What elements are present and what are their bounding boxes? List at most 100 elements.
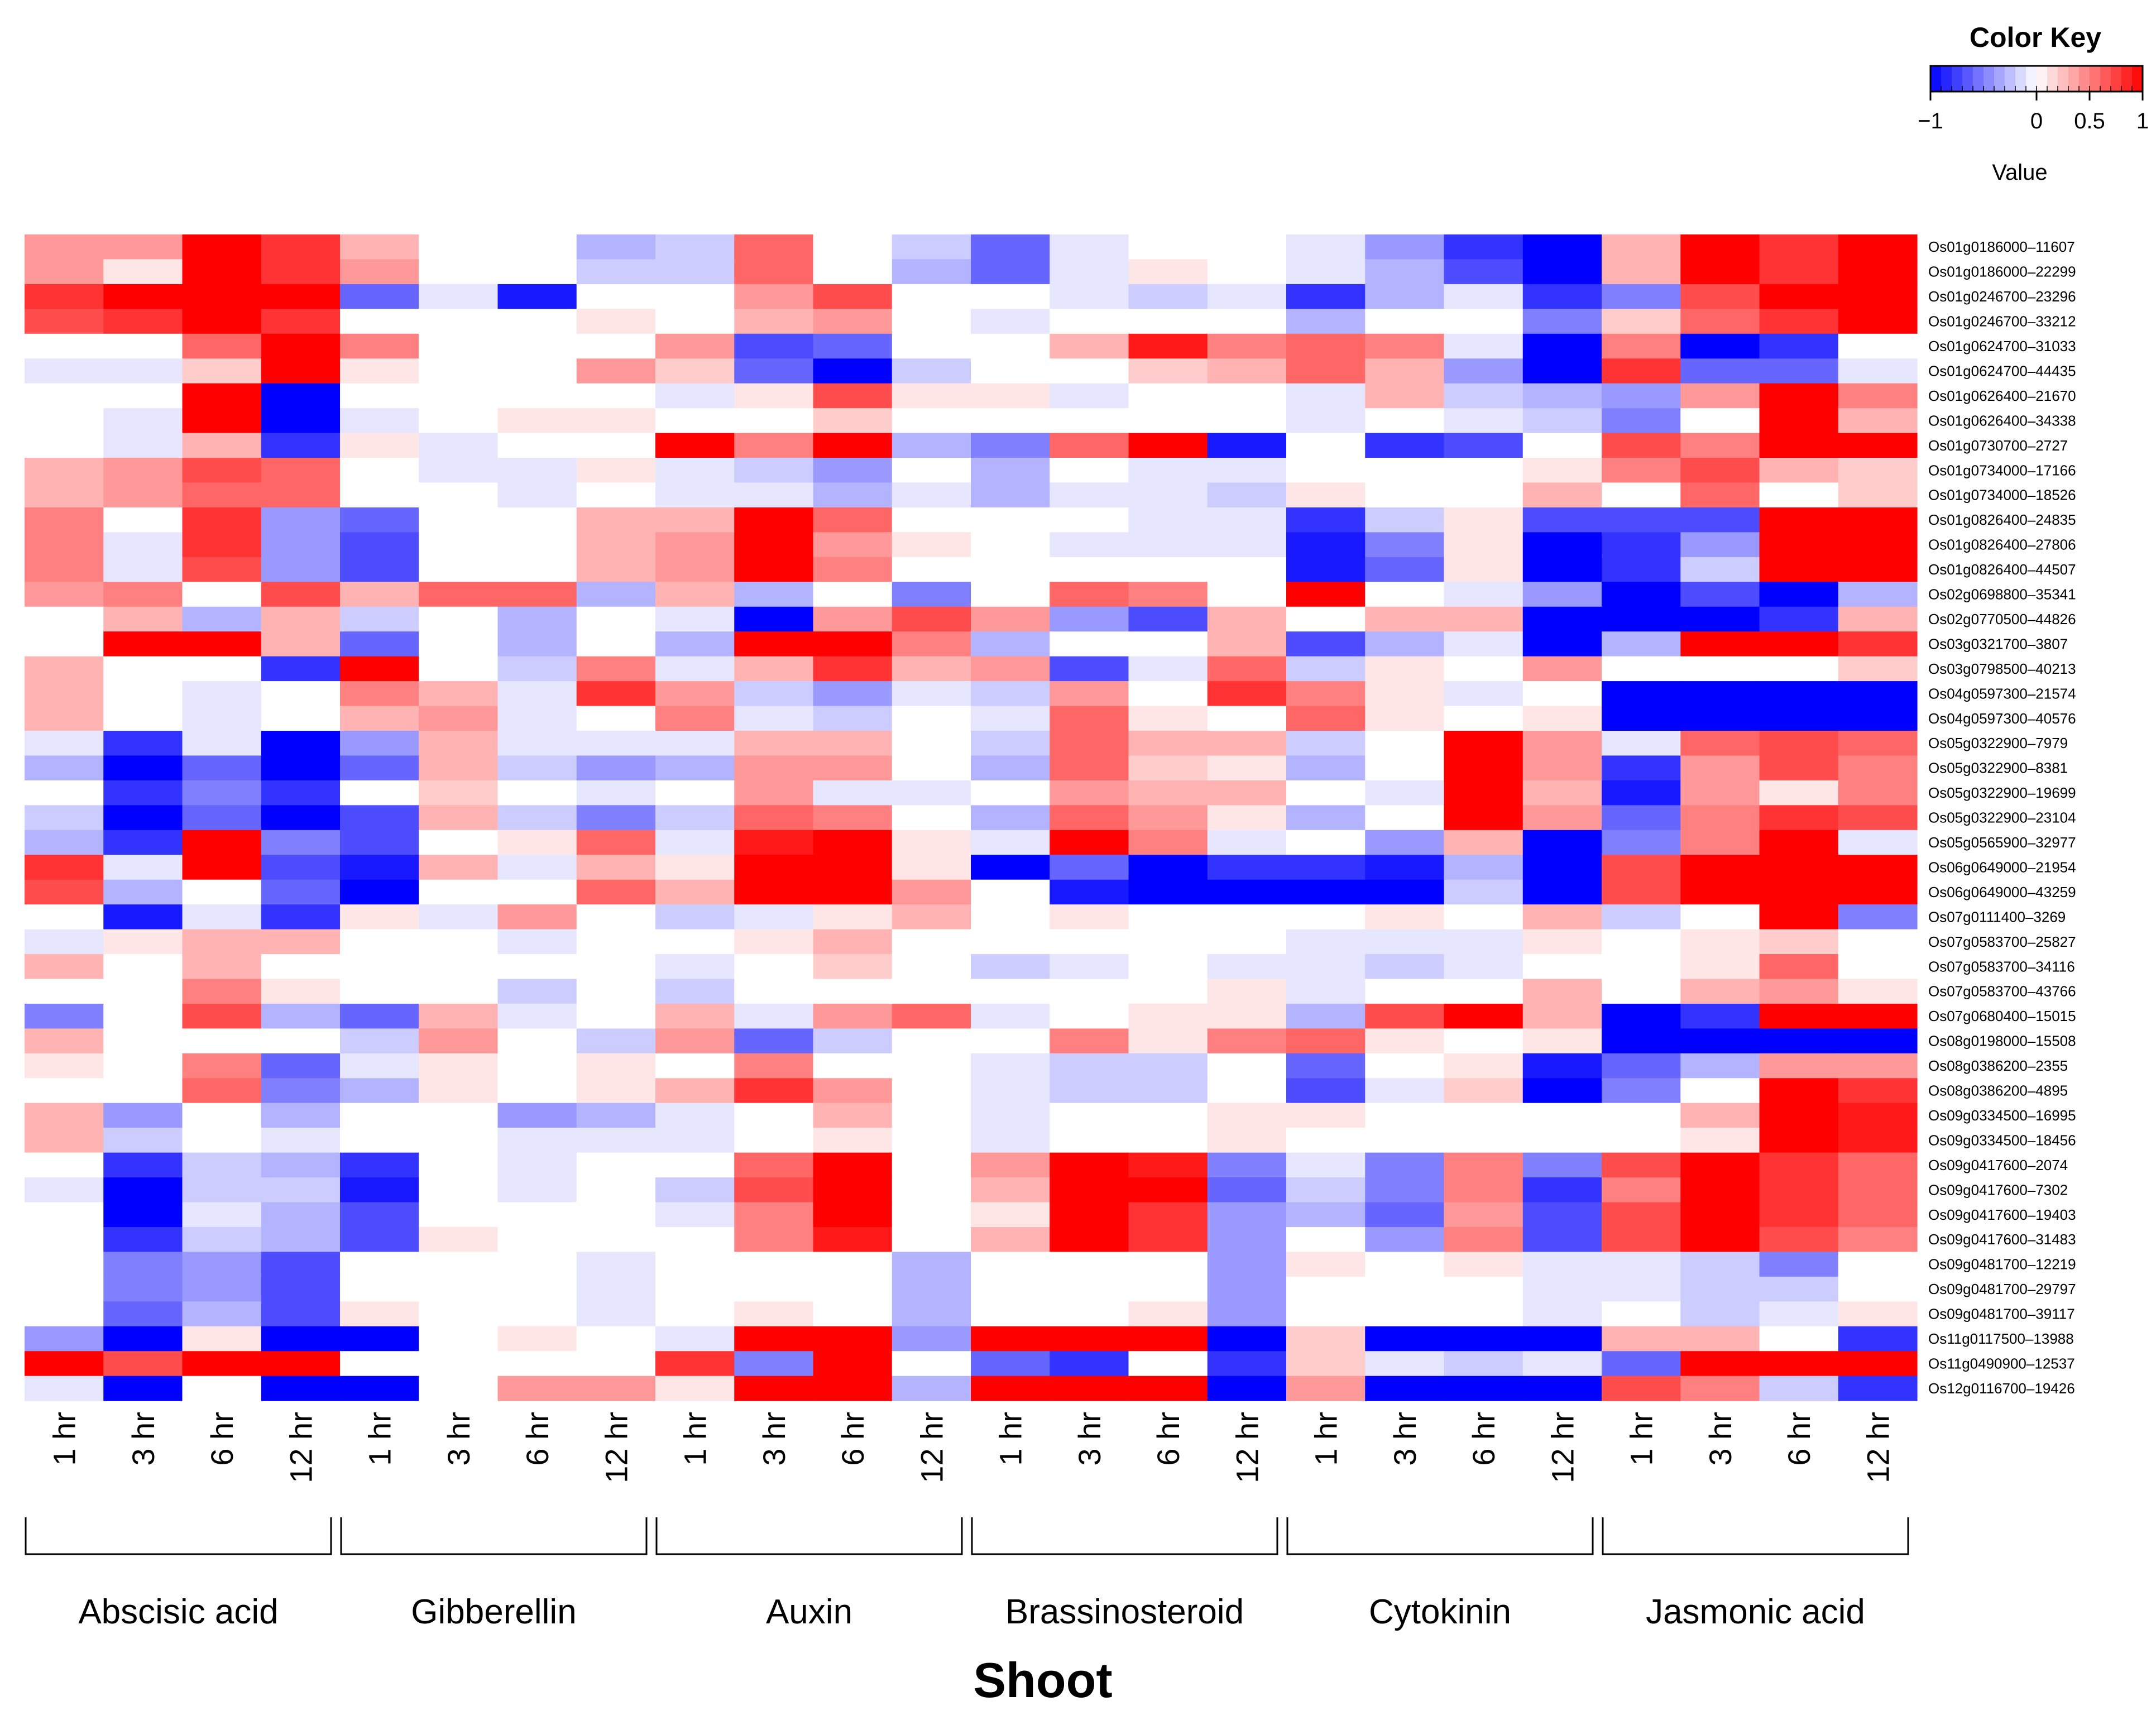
heatmap-cell xyxy=(576,358,656,384)
heatmap-cell xyxy=(971,1177,1050,1203)
row-label: Os01g0826400–44507 xyxy=(1928,561,2076,578)
heatmap-cell xyxy=(892,582,971,607)
heatmap-cell xyxy=(103,482,183,508)
row-label: Os01g0246700–23296 xyxy=(1928,288,2076,305)
heatmap-cell xyxy=(103,1053,183,1079)
heatmap-cell xyxy=(1759,606,1839,632)
column-label: 12 hr xyxy=(1860,1412,1895,1483)
heatmap-cell xyxy=(655,482,735,508)
heatmap-cell xyxy=(340,1003,419,1029)
heatmap-cell xyxy=(103,458,183,483)
heatmap-cell xyxy=(25,1351,104,1377)
heatmap-cell xyxy=(1759,929,1839,955)
heatmap-cell xyxy=(655,731,735,756)
heatmap-cell xyxy=(1128,731,1208,756)
heatmap-cell xyxy=(1838,904,1918,930)
row-label: Os04g0597300–40576 xyxy=(1928,710,2076,727)
heatmap-cell xyxy=(734,681,814,707)
color-key-swatch xyxy=(2111,66,2122,92)
heatmap-cell xyxy=(1365,1376,1445,1401)
heatmap-cell xyxy=(655,1227,735,1253)
heatmap-cell xyxy=(419,755,499,781)
heatmap-cell xyxy=(497,1202,577,1228)
heatmap-cell xyxy=(25,780,104,806)
color-key-swatch xyxy=(2005,66,2016,92)
color-key-tick-label: 0.5 xyxy=(2074,109,2105,133)
heatmap-cell xyxy=(25,358,104,384)
heatmap-cell xyxy=(1286,755,1366,781)
heatmap-cell xyxy=(497,1376,577,1401)
heatmap-cell xyxy=(813,929,893,955)
color-key-swatch xyxy=(2079,66,2090,92)
heatmap-cell xyxy=(971,954,1050,980)
heatmap-cell xyxy=(1365,954,1445,980)
column-label: 1 hr xyxy=(1624,1412,1659,1466)
heatmap-cell xyxy=(576,830,656,855)
heatmap-cell xyxy=(1050,1301,1129,1327)
heatmap-cell xyxy=(182,1003,262,1029)
heatmap-cell xyxy=(1444,234,1523,260)
heatmap-cell xyxy=(734,954,814,980)
heatmap-cell xyxy=(1207,582,1287,607)
heatmap-cell xyxy=(1207,1276,1287,1302)
heatmap-cell xyxy=(1050,259,1129,285)
heatmap-cell xyxy=(734,1003,814,1029)
heatmap-cell xyxy=(1522,309,1602,334)
heatmap-cell xyxy=(103,1078,183,1104)
heatmap-cell xyxy=(340,1227,419,1253)
heatmap-cell xyxy=(813,582,893,607)
heatmap-cell xyxy=(340,1301,419,1327)
heatmap-cell xyxy=(1759,557,1839,582)
row-label: Os01g0624700–31033 xyxy=(1928,338,2076,354)
heatmap-cell xyxy=(1128,458,1208,483)
heatmap-cell xyxy=(1286,1351,1366,1377)
heatmap-cell xyxy=(1207,1301,1287,1327)
heatmap-cell xyxy=(340,408,419,434)
heatmap-cell xyxy=(1128,1326,1208,1352)
heatmap-cell xyxy=(576,631,656,657)
heatmap-cell xyxy=(734,1202,814,1228)
heatmap-cell xyxy=(1207,284,1287,309)
heatmap-cell xyxy=(1128,1376,1208,1401)
heatmap-cell xyxy=(261,284,341,309)
heatmap-cell xyxy=(892,358,971,384)
heatmap-cell xyxy=(576,1177,656,1203)
heatmap-cell xyxy=(1444,383,1523,409)
heatmap-cell xyxy=(892,284,971,309)
heatmap-cell xyxy=(182,780,262,806)
heatmap-cell xyxy=(25,1227,104,1253)
heatmap-cell xyxy=(971,1053,1050,1079)
heatmap-cell xyxy=(1365,1003,1445,1029)
heatmap-cell xyxy=(1050,706,1129,731)
heatmap-cell xyxy=(1759,855,1839,880)
heatmap-cell xyxy=(1602,606,1681,632)
heatmap-cell xyxy=(1050,482,1129,508)
heatmap-cell xyxy=(497,805,577,831)
heatmap-cell xyxy=(25,855,104,880)
heatmap-cell xyxy=(1050,731,1129,756)
heatmap-cell xyxy=(182,507,262,533)
heatmap-cell xyxy=(1759,1326,1839,1352)
heatmap-cell xyxy=(419,606,499,632)
heatmap-cell xyxy=(497,383,577,409)
heatmap-cell xyxy=(734,1078,814,1104)
heatmap-cell xyxy=(419,979,499,1004)
heatmap-cell xyxy=(25,507,104,533)
heatmap-cell xyxy=(971,482,1050,508)
heatmap-cell xyxy=(25,1177,104,1203)
group-bracket xyxy=(25,1517,332,1555)
heatmap-cell xyxy=(1444,606,1523,632)
row-label: Os08g0386200–4895 xyxy=(1928,1082,2068,1099)
color-key-swatch xyxy=(2015,66,2026,92)
heatmap-cell xyxy=(261,1202,341,1228)
heatmap-cell xyxy=(103,1128,183,1153)
heatmap-cell xyxy=(419,1376,499,1401)
heatmap-cell xyxy=(1286,1326,1366,1352)
heatmap-cell xyxy=(103,507,183,533)
heatmap-cell xyxy=(655,1103,735,1128)
heatmap-cell xyxy=(1838,507,1918,533)
heatmap-cell xyxy=(497,755,577,781)
heatmap-cell xyxy=(971,830,1050,855)
heatmap-cell xyxy=(340,507,419,533)
heatmap-cell xyxy=(1444,309,1523,334)
